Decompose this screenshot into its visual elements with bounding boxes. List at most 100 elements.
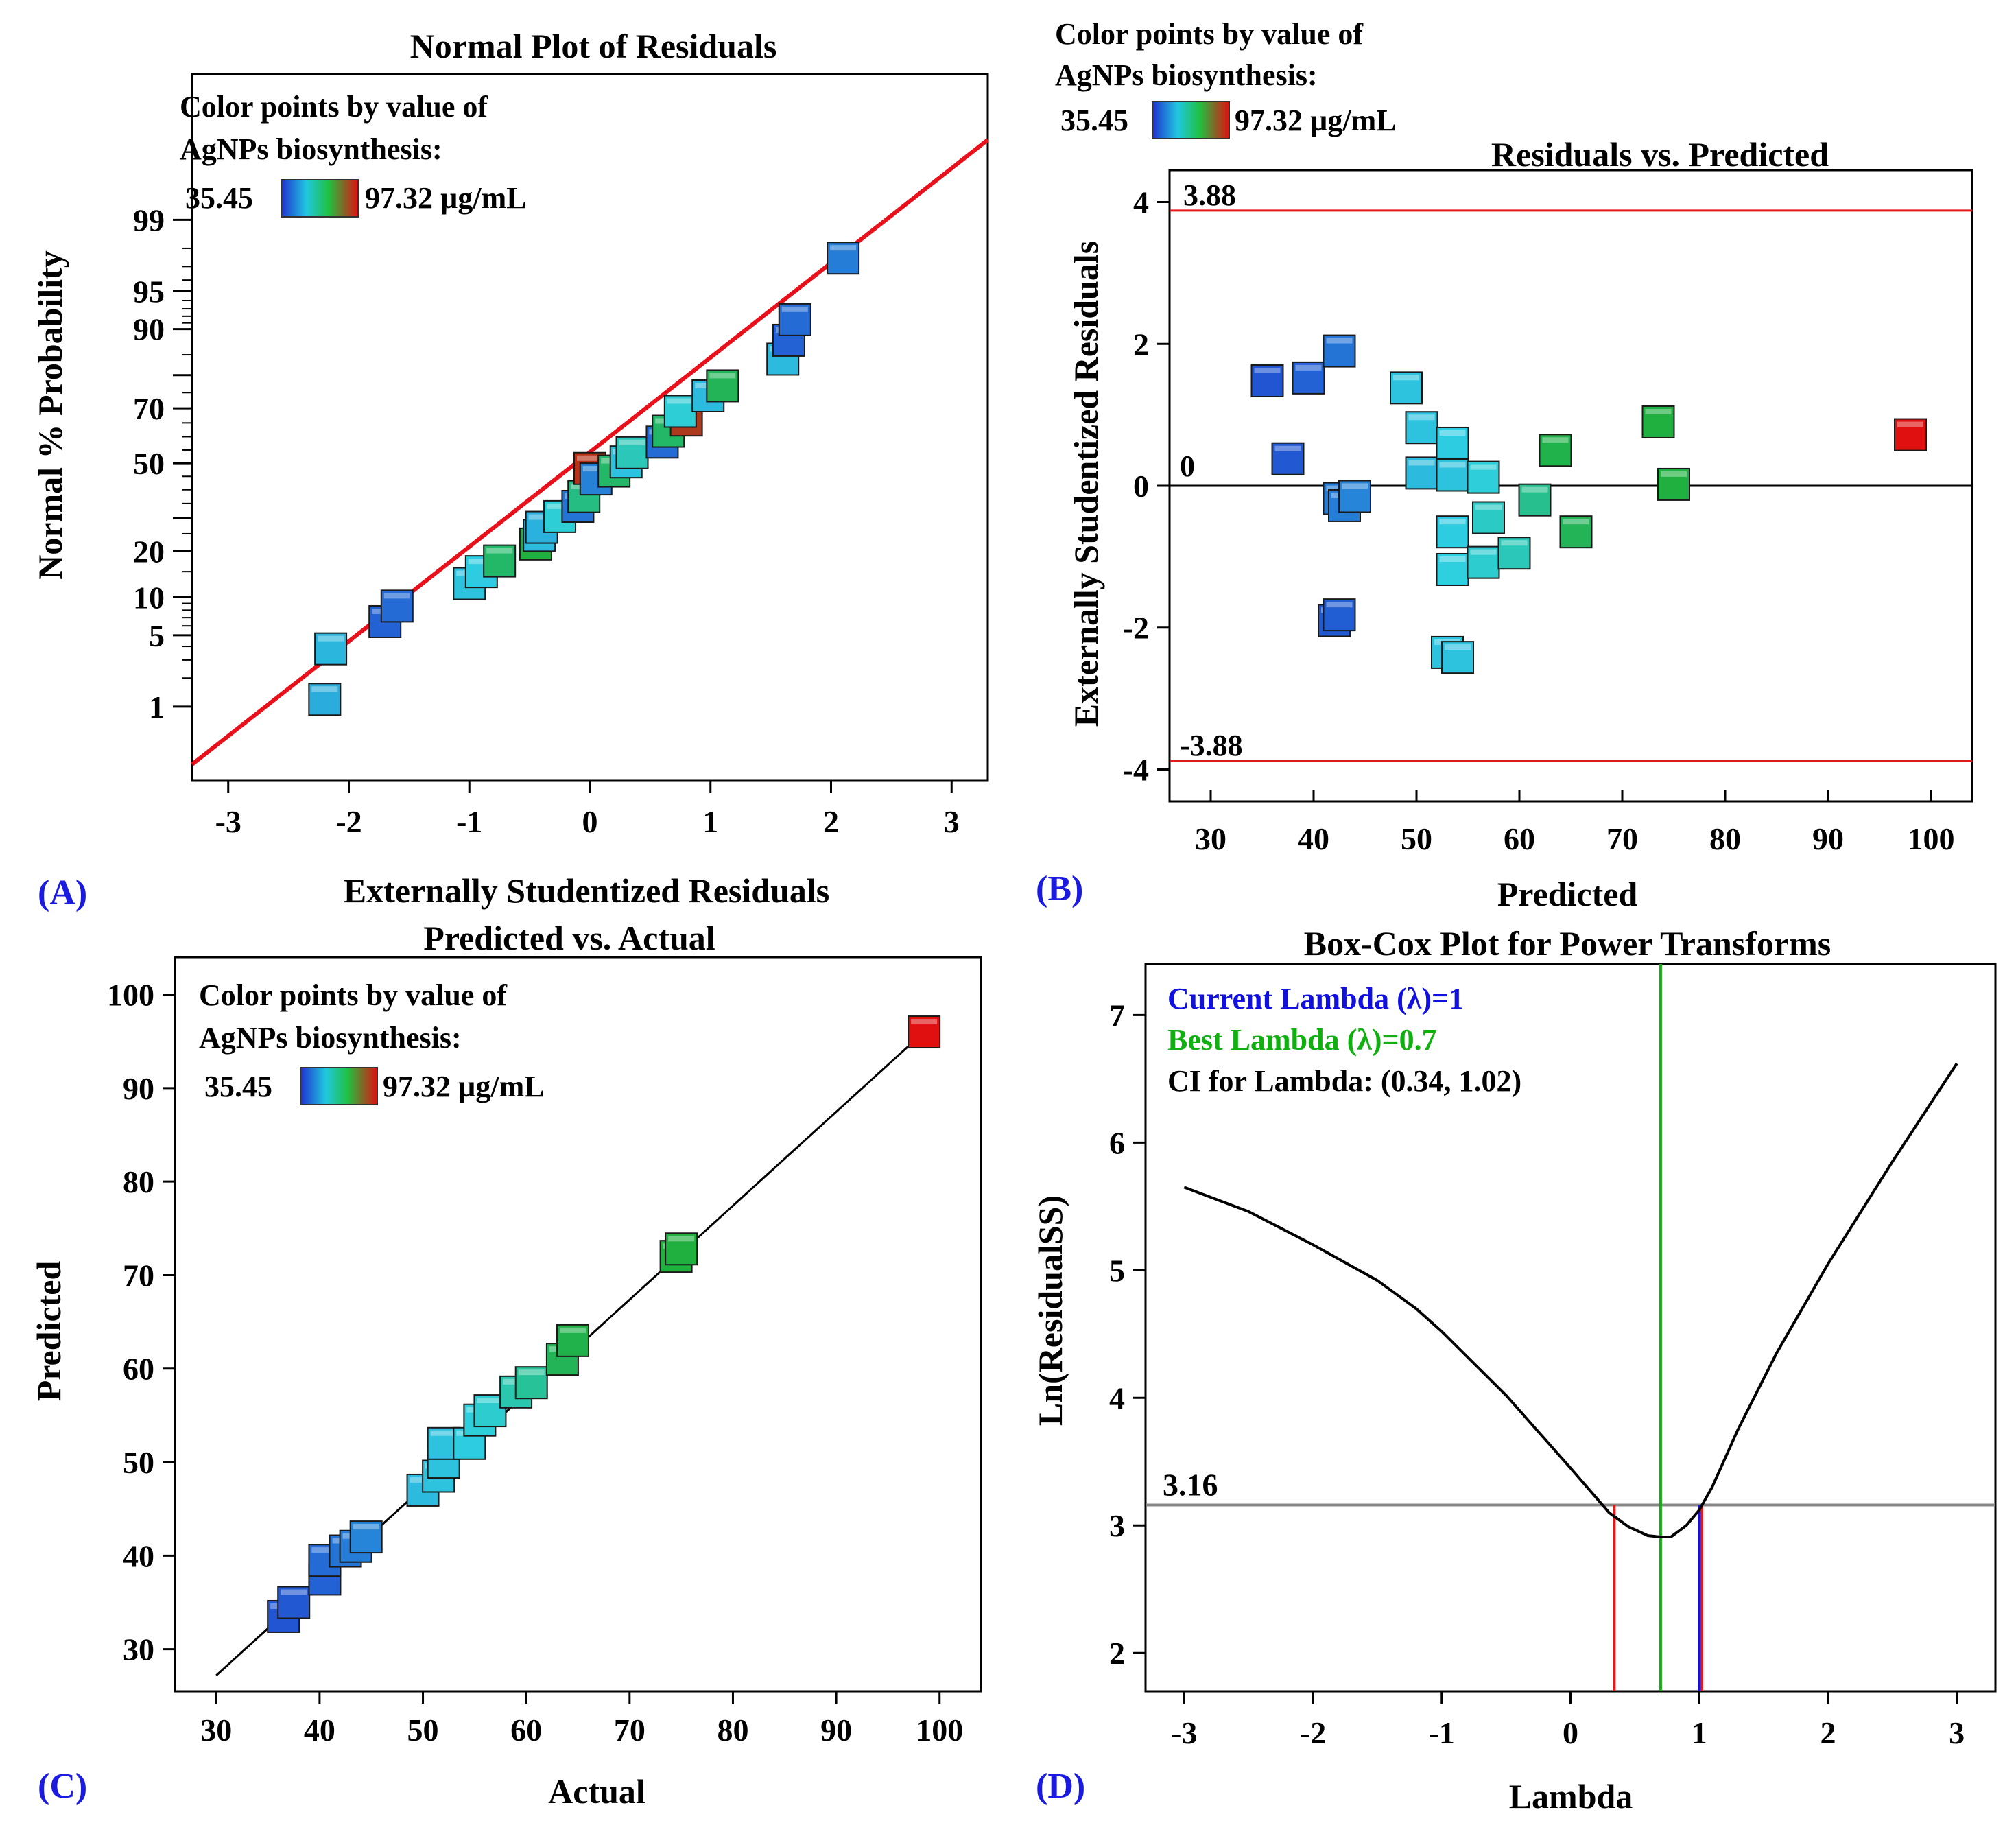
d-min-line-label: 3.16: [1163, 1467, 1218, 1502]
b-point-highlight-6: [1342, 483, 1368, 489]
a-point-23: [706, 369, 739, 403]
a-point-highlight-23: [709, 373, 736, 379]
panel-d-best-lambda: Best Lambda (λ)=0.7: [1167, 1023, 1437, 1057]
b-xtick-label-1: 40: [1298, 821, 1329, 856]
b-point-2: [1292, 361, 1325, 395]
b-point-10: [1405, 411, 1438, 445]
b-point-highlight-12: [1439, 430, 1466, 436]
b-point-highlight-2: [1295, 364, 1322, 371]
panel-a-label: (A): [38, 873, 87, 913]
b-point-13: [1436, 458, 1469, 492]
a-point-1: [314, 632, 348, 666]
a-point-21: [663, 395, 697, 428]
b-point-0: [1250, 364, 1284, 398]
b-point-highlight-22: [1521, 486, 1548, 493]
b-point-9: [1390, 371, 1423, 405]
c-ytick-label-4: 70: [123, 1258, 154, 1293]
c-ytick-label-0: 30: [123, 1632, 154, 1667]
d-xtick-label-6: 3: [1949, 1715, 1965, 1750]
panel-c-legend-colorbar: [300, 1067, 378, 1105]
d-xtick-label-3: 0: [1563, 1715, 1578, 1750]
a-point-highlight-13: [577, 455, 603, 461]
c-point-highlight-17: [559, 1327, 586, 1333]
b-point-highlight-17: [1445, 644, 1471, 650]
b-lower-limit-label: -3.88: [1180, 729, 1243, 762]
c-point-highlight-13: [477, 1398, 503, 1404]
d-xtick-label-4: 1: [1692, 1715, 1707, 1750]
panel-c-legend-line2: AgNPs biosynthesis:: [199, 1021, 462, 1055]
panel-b-legend-line2: AgNPs biosynthesis:: [1055, 58, 1318, 92]
d-ytick-label-1: 3: [1109, 1508, 1125, 1543]
a-point-6: [483, 544, 517, 578]
a-point-0: [308, 683, 342, 716]
b-xtick-label-7: 100: [1908, 821, 1955, 856]
d-ytick-label-3: 5: [1109, 1253, 1125, 1288]
b-ytick-label-4: 4: [1133, 185, 1149, 220]
d-xtick-label-5: 2: [1820, 1715, 1836, 1750]
panel-b-title: Residuals vs. Predicted: [1491, 135, 1829, 174]
b-point-8: [1323, 598, 1356, 632]
c-point-highlight-6: [353, 1524, 379, 1530]
b-point-highlight-26: [1661, 471, 1687, 477]
a-xtick-label-4: 1: [702, 804, 718, 839]
c-point-6: [349, 1520, 383, 1554]
d-xtick-label-2: -1: [1429, 1715, 1455, 1750]
c-ytick-label-6: 90: [123, 1071, 154, 1106]
panel-d-ylabel: Ln(ResidualSS): [1031, 1195, 1069, 1426]
b-point-3: [1323, 334, 1356, 368]
c-xtick-label-5: 80: [717, 1713, 748, 1748]
a-point-highlight-6: [486, 548, 513, 554]
b-point-highlight-21: [1501, 540, 1528, 546]
panel-a-ylabel: Normal % Probability: [31, 250, 69, 580]
b-point-highlight-19: [1470, 549, 1497, 555]
d-ytick-label-2: 4: [1109, 1380, 1125, 1415]
b-xtick-label-2: 50: [1401, 821, 1432, 856]
b-point-24: [1559, 515, 1593, 549]
b-point-21: [1497, 537, 1531, 570]
a-point-highlight-10: [547, 503, 573, 509]
b-ytick-label-0: -4: [1123, 752, 1149, 787]
a-point-highlight-27: [830, 245, 857, 251]
panel-d-title: Box-Cox Plot for Power Transforms: [1304, 924, 1831, 963]
c-xtick-label-1: 40: [304, 1713, 335, 1748]
a-point-highlight-3: [383, 593, 410, 599]
c-xtick-label-6: 90: [820, 1713, 852, 1748]
panel-a-title: Normal Plot of Residuals: [410, 27, 777, 65]
b-point-23: [1539, 434, 1572, 467]
panel-c-marks: 30 40 50 60 70 80 90 100 30 40 50 60 70 80 90 100: [107, 978, 963, 1748]
b-point-highlight-13: [1439, 462, 1466, 468]
c-xtick-label-3: 60: [510, 1713, 542, 1748]
d-ytick-label-5: 7: [1109, 998, 1125, 1033]
b-ytick-label-1: -2: [1123, 611, 1149, 646]
a-ytick-label-10: 99: [133, 202, 165, 237]
d-ytick-label-4: 6: [1109, 1125, 1125, 1160]
b-point-14: [1467, 460, 1500, 494]
b-point-highlight-18: [1439, 556, 1466, 562]
b-point-highlight-25: [1645, 408, 1672, 414]
panel-b-legend-min: 35.45: [1060, 104, 1128, 137]
c-point-1: [277, 1586, 311, 1619]
panel-d-label: (D): [1036, 1767, 1085, 1806]
panel-c-ylabel: Predicted: [29, 1261, 68, 1402]
a-ytick-label-5: 50: [133, 446, 165, 481]
a-ytick-label-1: 5: [149, 618, 165, 653]
panel-b-xlabel: Predicted: [1497, 875, 1638, 913]
c-ytick-label-2: 50: [123, 1445, 154, 1480]
b-point-highlight-0: [1254, 368, 1281, 374]
c-point-highlight-3: [311, 1547, 338, 1553]
c-point-highlight-20: [911, 1019, 938, 1025]
panel-d-xlabel: Lambda: [1509, 1777, 1633, 1815]
b-zero-label: 0: [1180, 449, 1195, 483]
panel-d: -3 -2 -1 0 1 2 3 2 3 4 5 6 7 3.16 Box-Cox Plot for Po…: [1031, 924, 1997, 1815]
b-ytick-label-3: 2: [1133, 327, 1149, 362]
c-point-highlight-10: [430, 1430, 457, 1436]
panel-b: 30 40 50 60 70 80 90 100 -4 -2 0 2 4 3.88 -3.88 0 Color…: [1036, 17, 1973, 913]
panel-a-legend-min: 35.45: [185, 181, 253, 215]
b-point-17: [1441, 641, 1474, 674]
a-ytick-label-8: 90: [133, 312, 165, 347]
panel-c: 30 40 50 60 70 80 90 100 30 40 50 60 70 80 90 100 Predi…: [29, 919, 982, 1811]
d-xtick-label-1: -2: [1300, 1715, 1326, 1750]
b-point-highlight-9: [1393, 375, 1419, 381]
